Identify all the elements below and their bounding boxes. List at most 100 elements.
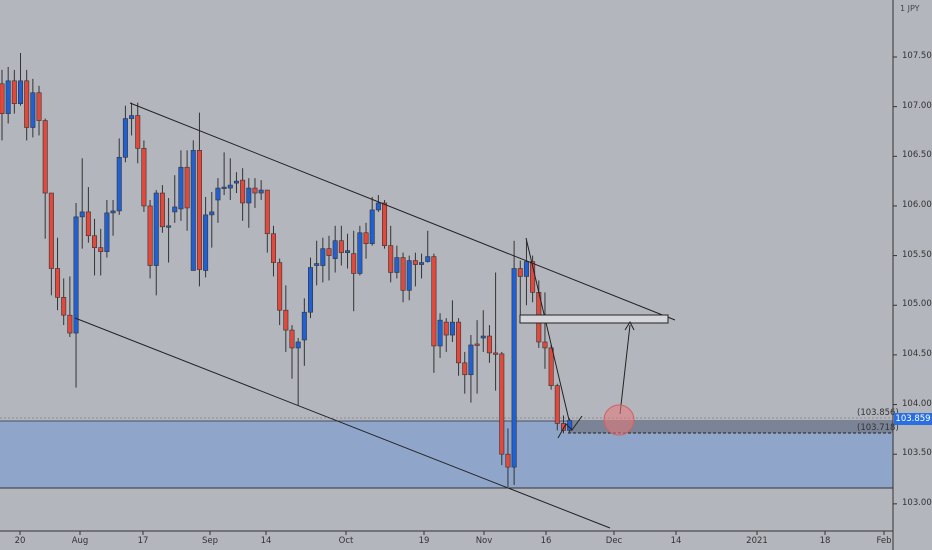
candle[interactable] bbox=[456, 318, 462, 376]
candle[interactable] bbox=[301, 298, 307, 366]
candle[interactable] bbox=[486, 325, 492, 363]
candle[interactable] bbox=[295, 338, 301, 406]
candle[interactable] bbox=[0, 69, 5, 141]
candle[interactable] bbox=[554, 383, 560, 431]
candle[interactable] bbox=[67, 276, 73, 338]
candle[interactable] bbox=[511, 240, 517, 485]
candle[interactable] bbox=[499, 351, 505, 466]
candle[interactable] bbox=[443, 318, 449, 352]
candle[interactable] bbox=[375, 195, 381, 212]
candle[interactable] bbox=[203, 197, 209, 278]
candle[interactable] bbox=[135, 102, 141, 164]
candle[interactable] bbox=[517, 260, 523, 321]
candle[interactable] bbox=[474, 320, 480, 394]
candle[interactable] bbox=[437, 313, 443, 358]
candle[interactable] bbox=[184, 150, 190, 231]
candle-body-down bbox=[443, 321, 449, 336]
candle[interactable] bbox=[166, 198, 172, 263]
candle[interactable] bbox=[289, 325, 295, 379]
candle[interactable] bbox=[425, 230, 431, 263]
lower-trendline[interactable] bbox=[74, 317, 611, 529]
candle[interactable] bbox=[147, 199, 153, 279]
candle[interactable] bbox=[24, 69, 30, 141]
target-box[interactable] bbox=[519, 314, 669, 324]
candle[interactable] bbox=[190, 140, 196, 271]
candle[interactable] bbox=[61, 278, 67, 326]
candle[interactable] bbox=[42, 118, 48, 239]
candle[interactable] bbox=[85, 187, 91, 243]
candle[interactable] bbox=[338, 225, 344, 266]
candle[interactable] bbox=[480, 310, 486, 352]
wedge-lines[interactable] bbox=[557, 415, 583, 439]
drop-trendline[interactable] bbox=[525, 237, 570, 421]
candle[interactable] bbox=[345, 233, 351, 269]
candle[interactable] bbox=[240, 168, 246, 221]
candle[interactable] bbox=[48, 192, 54, 296]
candle[interactable] bbox=[153, 190, 159, 296]
candle[interactable] bbox=[252, 178, 258, 208]
candle[interactable] bbox=[264, 189, 270, 253]
candle[interactable] bbox=[18, 53, 24, 106]
candle[interactable] bbox=[400, 252, 406, 303]
candle[interactable] bbox=[92, 218, 98, 276]
candle[interactable] bbox=[98, 228, 104, 276]
candle[interactable] bbox=[462, 351, 468, 394]
candle[interactable] bbox=[394, 245, 400, 279]
candle[interactable] bbox=[270, 225, 276, 277]
candle[interactable] bbox=[351, 230, 357, 312]
candle[interactable] bbox=[36, 85, 42, 136]
candle[interactable] bbox=[122, 105, 128, 163]
candle[interactable] bbox=[178, 150, 184, 221]
candle[interactable] bbox=[449, 300, 455, 342]
candle[interactable] bbox=[326, 235, 332, 281]
candle[interactable] bbox=[277, 258, 283, 326]
candle[interactable] bbox=[382, 199, 388, 249]
candle[interactable] bbox=[141, 140, 147, 212]
candle[interactable] bbox=[314, 240, 320, 286]
marker-circle[interactable] bbox=[603, 404, 635, 436]
candle[interactable] bbox=[30, 78, 36, 138]
candle[interactable] bbox=[468, 335, 474, 403]
candle[interactable] bbox=[307, 257, 313, 319]
candle[interactable] bbox=[412, 252, 418, 287]
candle[interactable] bbox=[129, 102, 135, 136]
candle[interactable] bbox=[79, 158, 85, 249]
candle[interactable] bbox=[357, 225, 363, 276]
candle[interactable] bbox=[283, 285, 289, 352]
candle[interactable] bbox=[209, 192, 215, 248]
candle[interactable] bbox=[227, 158, 233, 200]
candle[interactable] bbox=[388, 225, 394, 283]
candle[interactable] bbox=[419, 253, 425, 279]
target-arrow[interactable] bbox=[619, 324, 631, 415]
candle[interactable] bbox=[233, 172, 239, 194]
candle[interactable] bbox=[332, 225, 338, 273]
candle[interactable] bbox=[363, 222, 369, 259]
candle[interactable] bbox=[73, 202, 79, 388]
candle[interactable] bbox=[258, 180, 264, 200]
candle[interactable] bbox=[55, 237, 61, 311]
candle[interactable] bbox=[110, 199, 116, 236]
candle[interactable] bbox=[548, 344, 554, 390]
candle[interactable] bbox=[116, 138, 122, 215]
candle[interactable] bbox=[542, 292, 548, 369]
candle[interactable] bbox=[11, 69, 17, 114]
candle[interactable] bbox=[221, 152, 227, 196]
upper-trendline[interactable] bbox=[129, 102, 676, 321]
candle[interactable] bbox=[5, 66, 11, 124]
candle[interactable] bbox=[196, 112, 202, 287]
candle[interactable] bbox=[406, 255, 412, 301]
candle[interactable] bbox=[523, 240, 529, 306]
position-tool[interactable] bbox=[568, 421, 893, 433]
candle[interactable] bbox=[104, 199, 110, 258]
candle[interactable] bbox=[246, 178, 252, 228]
candle[interactable] bbox=[320, 237, 326, 283]
candle[interactable] bbox=[560, 415, 566, 434]
candle[interactable] bbox=[431, 253, 437, 373]
candle[interactable] bbox=[215, 178, 221, 223]
candle[interactable] bbox=[159, 185, 165, 233]
candle[interactable] bbox=[172, 175, 178, 223]
candle[interactable] bbox=[493, 272, 499, 391]
candle[interactable] bbox=[505, 428, 511, 487]
candle[interactable] bbox=[369, 197, 375, 246]
